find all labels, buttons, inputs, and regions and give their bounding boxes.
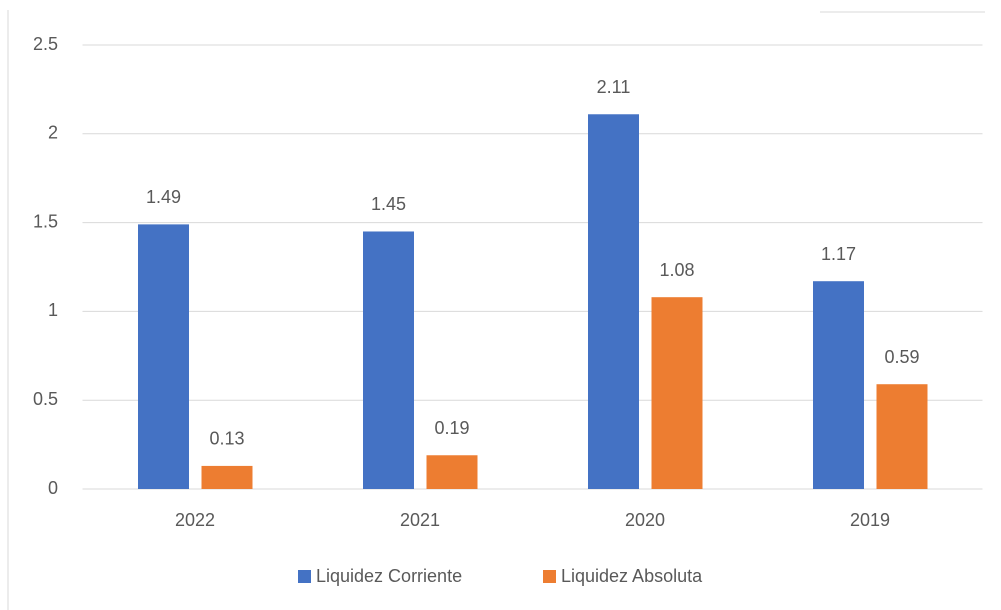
- data-label: 0.19: [434, 418, 469, 438]
- y-tick-label: 1: [48, 300, 58, 320]
- y-tick-label: 1.5: [33, 211, 58, 231]
- legend-label: Liquidez Corriente: [316, 566, 462, 586]
- data-label: 1.08: [659, 260, 694, 280]
- bar: [138, 224, 189, 489]
- x-tick-label: 2021: [400, 510, 440, 530]
- legend-swatch: [543, 570, 556, 583]
- data-label: 0.59: [884, 347, 919, 367]
- data-label: 2.11: [597, 77, 631, 97]
- data-label: 1.49: [146, 187, 181, 207]
- data-label: 0.13: [209, 429, 244, 449]
- bar: [588, 114, 639, 489]
- legend-label: Liquidez Absoluta: [561, 566, 703, 586]
- y-tick-label: 2: [48, 123, 58, 143]
- legend-swatch: [298, 570, 311, 583]
- y-tick-label: 0: [48, 478, 58, 498]
- x-tick-label: 2020: [625, 510, 665, 530]
- bar: [651, 297, 703, 489]
- y-tick-label: 0.5: [33, 389, 58, 409]
- bar: [813, 281, 864, 489]
- data-label: 1.17: [821, 244, 856, 264]
- bar: [876, 384, 928, 489]
- bar: [201, 465, 253, 489]
- data-label: 1.45: [371, 194, 406, 214]
- y-tick-label: 2.5: [33, 34, 58, 54]
- bar: [363, 231, 414, 490]
- bar: [426, 455, 478, 489]
- x-tick-label: 2022: [175, 510, 215, 530]
- x-tick-label: 2019: [850, 510, 890, 530]
